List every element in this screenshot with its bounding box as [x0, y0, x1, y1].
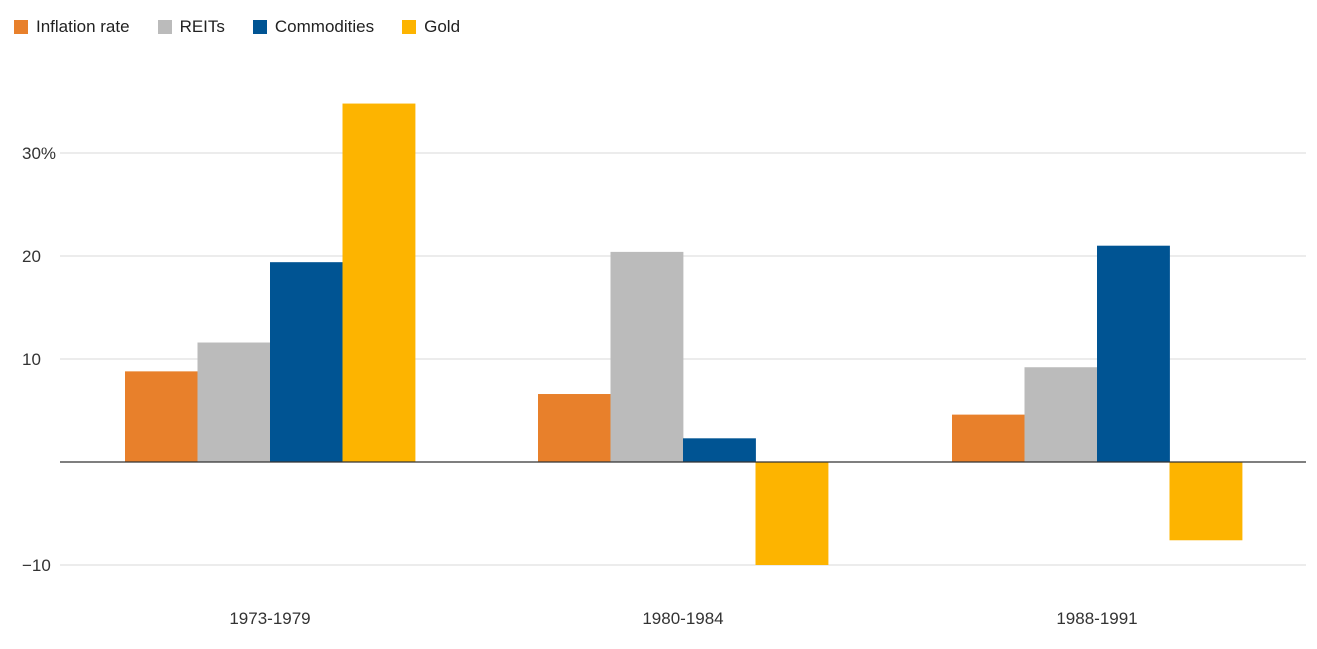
legend-label: REITs: [179, 17, 225, 36]
bar: [683, 438, 756, 462]
x-tick-label: 1973-1979: [229, 609, 310, 628]
legend-swatch: [14, 20, 28, 34]
legend-label: Gold: [424, 17, 461, 36]
bar: [1169, 462, 1243, 541]
x-tick-label: 1988-1991: [1056, 609, 1137, 628]
legend-item: Commodities: [252, 17, 375, 37]
x-tick-label: 1980-1984: [642, 609, 723, 628]
bar: [1024, 367, 1098, 462]
bar: [538, 394, 611, 462]
bar: [952, 414, 1025, 462]
legend: Inflation rate REITs Commodities Gold: [14, 16, 488, 38]
legend-label: Commodities: [274, 17, 375, 36]
bar: [270, 262, 343, 462]
legend-item: Inflation rate: [14, 17, 130, 37]
legend-item: Gold: [402, 17, 460, 37]
legend-swatch: [252, 20, 267, 34]
legend-item: REITs: [157, 17, 225, 37]
y-tick-label: 20: [22, 247, 41, 266]
bar: [755, 462, 829, 565]
bar: [342, 103, 416, 462]
bar: [610, 251, 684, 462]
y-tick-label: 30%: [22, 144, 56, 163]
y-tick-label: 10: [22, 350, 41, 369]
legend-swatch: [157, 20, 172, 34]
y-tick-label: −10: [22, 556, 51, 575]
bar: [197, 342, 271, 462]
legend-swatch: [402, 20, 417, 34]
legend-label: Inflation rate: [36, 17, 130, 36]
bar: [1097, 245, 1170, 462]
bar: [125, 371, 198, 462]
